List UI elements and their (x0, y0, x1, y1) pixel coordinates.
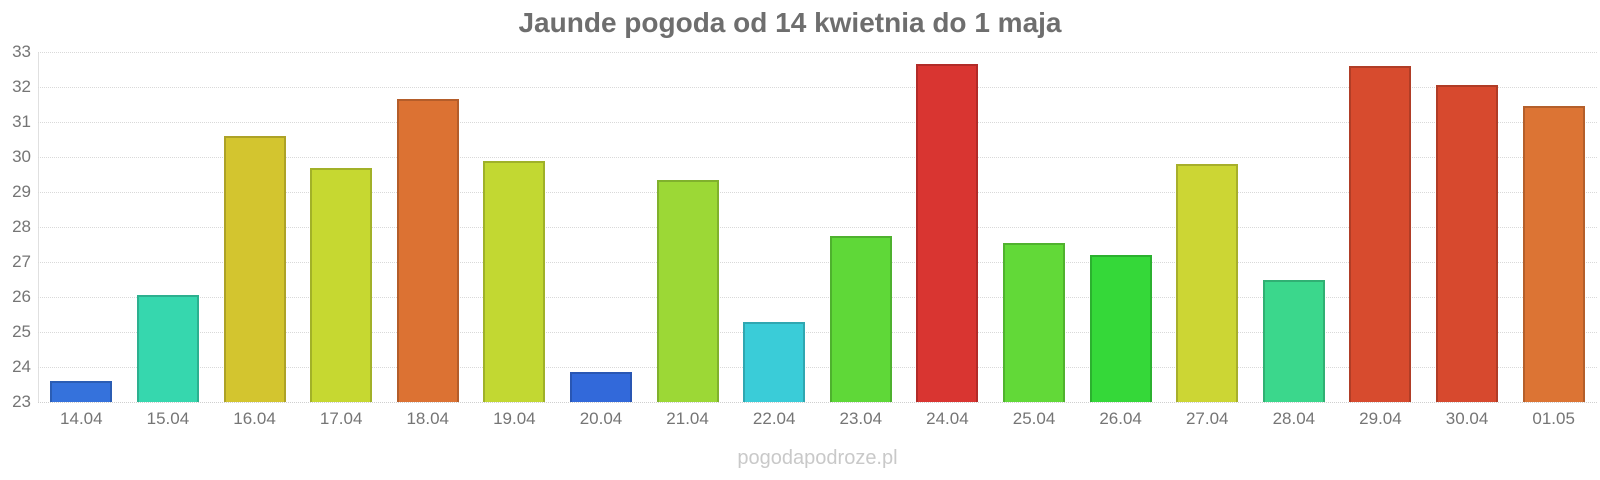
y-tick-label-31: 31 (12, 112, 31, 131)
bar-19.04 (483, 160, 546, 402)
bar-slot-01.05 (1510, 52, 1597, 402)
plot-area (38, 52, 1597, 403)
x-tick-label-26.04: 26.04 (1099, 409, 1142, 428)
x-tick-label-27.04: 27.04 (1185, 409, 1229, 428)
bar-22.04 (743, 321, 806, 402)
x-tick-label-16.04: 16.04 (233, 409, 276, 428)
bar-30.04 (1436, 85, 1499, 402)
bar-slot-14.04 (38, 52, 125, 402)
gridline-25 (38, 332, 1597, 333)
x-tick-label-25.04: 25.04 (1012, 409, 1056, 428)
gridline-33 (38, 52, 1597, 53)
bar-slot-29.04 (1337, 52, 1424, 402)
x-tick-label-17.04: 17.04 (319, 409, 363, 428)
y-tick-label-23: 23 (12, 392, 31, 411)
bar-01.05 (1522, 106, 1585, 402)
bar-16.04 (223, 136, 286, 402)
x-tick-label-28.04: 28.04 (1272, 409, 1316, 428)
bar-slot-15.04 (125, 52, 212, 402)
bar-29.04 (1349, 66, 1412, 402)
bar-25.04 (1003, 242, 1065, 402)
bar-27.04 (1176, 164, 1239, 402)
bar-17.04 (310, 167, 373, 402)
bar-slot-20.04 (558, 52, 645, 402)
bar-slot-26.04 (1077, 52, 1164, 402)
bar-21.04 (656, 179, 719, 402)
bar-slot-19.04 (471, 52, 558, 402)
bar-28.04 (1262, 279, 1325, 402)
y-tick-label-29: 29 (12, 182, 31, 201)
gridline-26 (38, 297, 1597, 298)
bar-slot-23.04 (817, 52, 904, 402)
y-tick-label-33: 33 (12, 42, 31, 61)
x-tick-label-29.04: 29.04 (1359, 409, 1402, 428)
gridline-24 (38, 367, 1597, 368)
gridline-27 (38, 262, 1597, 263)
gridline-32 (38, 87, 1597, 88)
bar-18.04 (396, 99, 459, 402)
bar-26.04 (1089, 255, 1152, 402)
x-tick-label-20.04: 20.04 (579, 409, 623, 428)
x-tick-label-14.04: 14.04 (60, 409, 103, 428)
bar-slot-25.04 (991, 52, 1078, 402)
y-tick-label-27: 27 (12, 252, 31, 271)
x-tick-label-15.04: 15.04 (146, 409, 190, 428)
bar-slot-16.04 (211, 52, 298, 402)
bar-slot-27.04 (1164, 52, 1251, 402)
bar-15.04 (136, 295, 199, 402)
watermark: pogodapodroze.pl (737, 447, 898, 469)
y-axis-labels: 23 24 25 26 27 28 29 30 31 32 33 (0, 43, 31, 411)
gridline-30 (38, 157, 1597, 158)
bar-23.04 (829, 235, 892, 402)
y-tick-label-25: 25 (12, 322, 31, 341)
bar-slot-21.04 (644, 52, 731, 402)
gridline-31 (38, 122, 1597, 123)
gridline-23 (38, 402, 1597, 403)
bar-14.04 (50, 381, 113, 402)
y-tick-label-32: 32 (12, 77, 31, 96)
bar-20.04 (569, 372, 632, 402)
gridline-28 (38, 227, 1597, 228)
y-tick-label-26: 26 (12, 287, 31, 306)
x-tick-label-19.04: 19.04 (493, 409, 536, 428)
x-tick-label-23.04: 23.04 (839, 409, 883, 428)
x-tick-label-18.04: 18.04 (406, 409, 450, 428)
bar-slot-24.04 (904, 52, 991, 402)
x-tick-label-24.04: 24.04 (926, 409, 969, 428)
chart-title: Jaunde pogoda od 14 kwietnia do 1 maja (518, 7, 1062, 38)
y-tick-label-28: 28 (12, 217, 31, 236)
y-tick-label-30: 30 (12, 147, 31, 166)
bar-slot-30.04 (1424, 52, 1511, 402)
x-tick-label-01.05: 01.05 (1532, 409, 1575, 428)
x-tick-label-30.04: 30.04 (1445, 409, 1489, 428)
y-tick-label-24: 24 (12, 357, 31, 376)
bar-24.04 (916, 64, 979, 402)
bar-slot-22.04 (731, 52, 818, 402)
gridline-29 (38, 192, 1597, 193)
bar-slot-17.04 (298, 52, 385, 402)
bar-slot-18.04 (384, 52, 471, 402)
bars-row (38, 52, 1597, 402)
x-tick-label-22.04: 22.04 (752, 409, 796, 428)
x-axis-labels: 14.04 15.04 16.04 17.04 18.04 19.04 20.04 21.04… (38, 408, 1597, 430)
bar-slot-28.04 (1251, 52, 1338, 402)
x-tick-label-21.04: 21.04 (666, 409, 709, 428)
